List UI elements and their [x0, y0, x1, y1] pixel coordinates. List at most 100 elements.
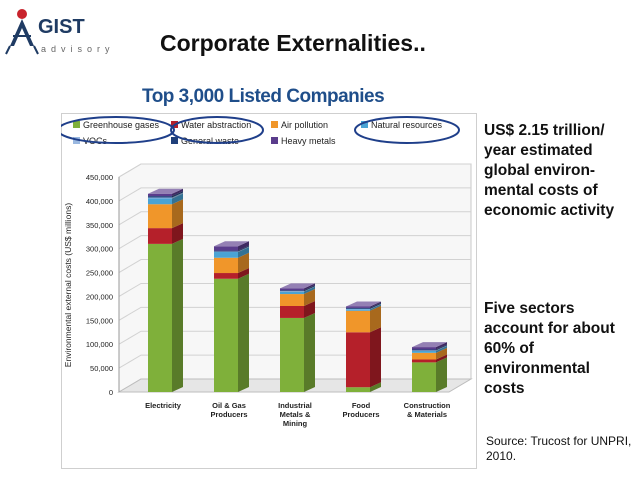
legend-label: Heavy metals [281, 136, 336, 146]
bar-segment [412, 359, 436, 363]
x-category-label: Electricity [145, 401, 182, 410]
bar-segment-side [304, 286, 315, 295]
bar-segment [214, 278, 238, 392]
y-tick-label: 350,000 [86, 221, 113, 230]
bar-segment [346, 306, 370, 308]
legend-swatch [271, 137, 278, 144]
gridline [118, 235, 471, 250]
gist-logo: GIST advisory [4, 6, 124, 62]
bar-segment-side [436, 357, 447, 392]
bar-segment-side [238, 273, 249, 392]
legend-label: Natural resources [371, 120, 443, 130]
slide-title: Corporate Externalities.. [160, 30, 426, 56]
bar-top [412, 342, 447, 348]
bar-segment-side [172, 192, 183, 199]
bar-segment [214, 257, 238, 274]
bar-segment [280, 288, 304, 291]
bar-segment [346, 387, 370, 392]
bar-segment [148, 198, 172, 205]
gridline [118, 211, 471, 226]
bar-segment-side [238, 245, 249, 252]
bar-segment-side [238, 268, 249, 279]
legend-label: Water abstraction [181, 120, 251, 130]
bar-segment-side [304, 301, 315, 318]
legend-swatch [73, 121, 80, 128]
bar-segment [280, 291, 304, 292]
bar-segment [346, 310, 370, 333]
x-category-label: Industrial Metals & Mining [278, 401, 312, 428]
bar-segment [148, 243, 172, 392]
bar-segment-side [172, 193, 183, 205]
legend-swatch [361, 121, 368, 128]
bar-segment [346, 308, 370, 310]
logo-emblem-icon [5, 9, 39, 55]
y-tick-label: 250,000 [86, 269, 113, 278]
y-tick-label: 300,000 [86, 245, 113, 254]
y-axis-label: Environmental external costs (US$ millio… [63, 203, 73, 368]
bar-segment-side [370, 305, 381, 333]
chart-panel: Greenhouse gases Water abstraction Air pol… [57, 113, 477, 469]
bar-segment [214, 250, 238, 252]
bar-segment-side [172, 238, 183, 392]
bar-segment [412, 347, 436, 350]
source-note: Source: Trucost for UNPRI, 2010. [486, 434, 632, 463]
bar-segment [148, 204, 172, 229]
y-tick-label: 100,000 [86, 340, 113, 349]
bar-segment-side [370, 382, 381, 392]
legend-label: Air pollution [281, 120, 328, 130]
legend-label: Greenhouse gases [83, 120, 160, 130]
bar-segment [280, 294, 304, 306]
bar-segment-side [370, 302, 381, 309]
bar-segment-side [304, 286, 315, 292]
legend-label: General waste [181, 136, 239, 146]
stacked-bar-chart: Greenhouse gases Water abstraction Air pol… [57, 113, 477, 469]
bar-segment-side [304, 283, 315, 291]
bar-segment [280, 290, 304, 292]
bar-segment-side [304, 289, 315, 306]
bar-segment [280, 317, 304, 392]
gridline [118, 282, 471, 297]
y-tick-label: 150,000 [86, 316, 113, 325]
bar-segment-side [304, 285, 315, 292]
bar-segment [346, 309, 370, 311]
bar-segment [214, 273, 238, 279]
bar-segment-side [436, 342, 447, 350]
bar-segment-side [436, 344, 447, 351]
legend-swatch [271, 121, 278, 128]
bar-segment [412, 350, 436, 351]
bar-segment-side [436, 345, 447, 353]
bar-segment-side [370, 301, 381, 308]
bar-segment [412, 352, 436, 360]
bar-segment-side [436, 354, 447, 363]
bar-segment-side [238, 247, 249, 258]
bar-segment-side [304, 312, 315, 392]
y-tick-label: 200,000 [86, 292, 113, 301]
bar-segment-side [172, 223, 183, 244]
bar-segment-side [172, 191, 183, 198]
bar-top [148, 188, 183, 194]
bar-segment [214, 252, 238, 258]
bar-segment [280, 306, 304, 318]
bar-segment-side [436, 347, 447, 360]
bar-segment [148, 196, 172, 198]
bar-segment [412, 350, 436, 353]
x-category-label: Construction & Materials [404, 401, 451, 419]
logo-wordmark: GIST [38, 16, 85, 38]
note-five-sectors: Five sectors account for about 60% of en… [484, 300, 615, 397]
highlight-natural-resources [354, 116, 460, 144]
y-tick-label: 0 [109, 388, 113, 397]
bar-top [346, 301, 381, 307]
bar-segment [214, 251, 238, 253]
bar-segment [346, 307, 370, 309]
bar-segment-side [238, 246, 249, 253]
bar-segment-side [436, 345, 447, 351]
highlight-water [170, 116, 264, 144]
bar-segment [412, 362, 436, 392]
logo-subtitle: advisory [41, 44, 115, 54]
bar-segment-side [370, 327, 381, 388]
bar-segment [214, 246, 238, 251]
bar-segment-side [238, 241, 249, 251]
bar-segment-side [172, 199, 183, 229]
bar-segment-side [172, 188, 183, 197]
chart-title: Top 3,000 Listed Companies [142, 86, 385, 107]
